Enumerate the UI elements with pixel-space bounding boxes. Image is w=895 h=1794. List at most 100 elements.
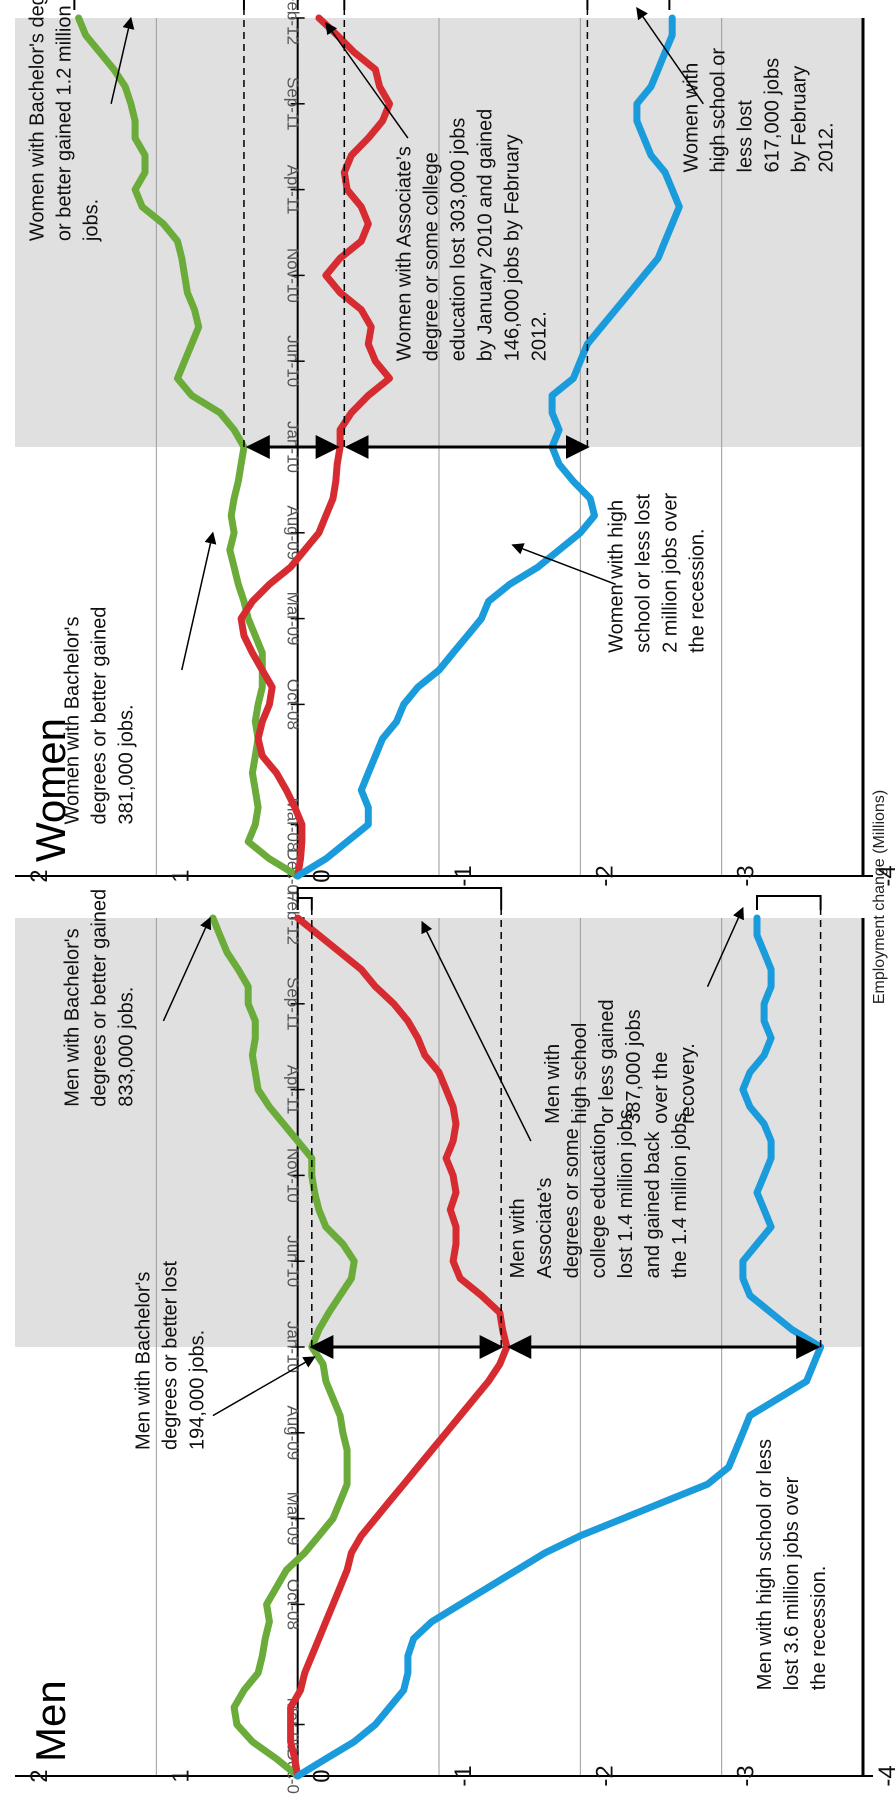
women-highschool-loss-note-line: the recession. <box>687 528 709 653</box>
men-xtick-label: Jan-10 <box>284 1321 303 1373</box>
women-bachelors-early-arrow <box>181 531 217 671</box>
y-axis-title: Employment change (Millions) <box>871 790 888 1004</box>
women-bachelors-early-note: Women with Bachelor's degrees or better g… <box>62 607 138 825</box>
men-highschool-gain-note-line: 387,000 jobs <box>623 1009 645 1124</box>
women-highschool-loss-note-line: Women with high <box>606 500 628 653</box>
men-bachelors-loss-note-line: 194,000 jobs. <box>186 1330 208 1450</box>
men-panel-title: Men <box>27 1680 74 1762</box>
women-highschool-recovery-note-line: Women with <box>681 63 703 173</box>
women-bachelors-late-note-line: jobs. <box>80 199 102 242</box>
women-associates-arrow <box>325 22 409 139</box>
men-highschool-loss-note: Men with high school or less lost 3.6 mil… <box>754 1439 830 1690</box>
men-ytick-label: -1 <box>450 1765 477 1786</box>
women-associates-line <box>237 14 393 880</box>
men-highschool-gain-note: Men with high school or less gained 387,000… <box>542 999 699 1124</box>
women-highschool-recovery-note: Women with high school or less lost 617,000… <box>681 48 838 173</box>
women-xtick-label: Apr-11 <box>284 165 303 215</box>
men-xtick-label: Oct-08 <box>284 1579 303 1630</box>
men-ytick-label: 1 <box>167 1769 194 1782</box>
men-ytick-label: -3 <box>733 1765 760 1786</box>
women-bachelors-early-note-line: Women with Bachelor's <box>62 617 84 825</box>
men-xtick-label: Nov-10 <box>284 1148 303 1203</box>
men-highschool-gain-arrow <box>706 906 744 987</box>
men-associates-line <box>287 914 511 1780</box>
men-associates-note-line: and gained back <box>642 1131 664 1279</box>
women-bachelors-early-note-line: 381,000 jobs. <box>116 704 138 824</box>
women-ytick-label: -1 <box>450 865 477 886</box>
men-bachelors-gain-note: Men with Bachelor's degrees or better gai… <box>62 889 138 1107</box>
men-associates-note-line: Associate’s <box>534 1178 556 1279</box>
men-highschool-gain-note-line: high school <box>569 1023 591 1124</box>
women-associates-note-line: 2012. <box>529 311 551 361</box>
women-highschool-bracket <box>586 0 671 10</box>
men-associates-note-line: college education <box>588 1123 610 1279</box>
women-highschool-recovery-note-line: 2012. <box>816 122 838 172</box>
women-bachelors-late-note-line: Women with Bachelor's degrees <box>26 0 48 241</box>
men-xtick-label: Apr-11 <box>284 1065 303 1115</box>
men-highschool-gain-note-line: or less gained <box>596 999 618 1124</box>
women-xtick-label: Mar-09 <box>284 592 303 646</box>
women-ytick-label: 1 <box>167 869 194 882</box>
men-associates-arrow <box>421 920 532 1142</box>
women-associates-note-line: degree or some college <box>421 152 443 361</box>
women-xtick-label: Jun-10 <box>284 335 303 387</box>
women-ytick-label: -4 <box>874 865 895 886</box>
men-ytick-label: 2 <box>26 1769 53 1782</box>
men-associates-note-line: Men with <box>507 1198 529 1278</box>
women-xtick-label: Nov-10 <box>284 248 303 303</box>
men-ytick-label: -4 <box>874 1765 895 1786</box>
men-associates-bracket <box>296 887 503 910</box>
women-highschool-recovery-arrow <box>636 7 704 105</box>
men-bachelors-loss-note: Men with Bachelor's degrees or better los… <box>132 1261 208 1450</box>
men-highschool-gain-note-line: Men with <box>542 1044 564 1124</box>
women-xtick-label: Aug-09 <box>284 505 303 560</box>
men-bachelors-gain-note-line: 833,000 jobs. <box>116 987 138 1107</box>
men-associates-note: Men with Associate’s degrees or some colleg… <box>507 1107 691 1278</box>
men-associates-note-line: lost 1.4 million jobs <box>615 1109 637 1278</box>
women-associates-bracket <box>296 0 346 10</box>
women-bachelors-late-note-line: or better gained 1.2 million <box>53 5 75 241</box>
men-highschool-loss-note-line: lost 3.6 million jobs over <box>781 1476 803 1690</box>
men-highschool-bracket <box>756 895 822 910</box>
women-ytick-label: -2 <box>591 865 618 886</box>
men-xtick-label: Aug-09 <box>284 1405 303 1460</box>
women-xtick-label: Feb-12 <box>284 0 303 45</box>
men-bachelors-gain-note-line: Men with Bachelor's <box>62 928 84 1106</box>
women-highschool-loss-arrow <box>511 543 616 585</box>
men-highschool-gain-note-line: over the <box>650 1052 672 1124</box>
women-bachelors-early-note-line: degrees or better gained <box>89 607 111 825</box>
women-ytick-label: 2 <box>26 869 53 882</box>
men-bachelors-gain-arrow <box>162 916 212 1022</box>
women-bachelors-late-arrow <box>110 16 135 104</box>
men-xtick-label: Mar-09 <box>284 1492 303 1546</box>
women-associates-note-line: by January 2010 and gained <box>475 109 497 361</box>
men-ytick-label: -2 <box>591 1765 618 1786</box>
men-bachelors-gain-note-line: degrees or better gained <box>89 889 111 1107</box>
women-panel: 2 1 0 -1 -2 -3 -4Dec-07Mar-08Oct-08Mar-09Aug-0… <box>15 0 895 903</box>
women-bachelors-late-note: Women with Bachelor's degrees or better g… <box>26 0 102 242</box>
men-highschool-gain-note-line: recovery. <box>677 1043 699 1124</box>
men-xtick-label: Jun-10 <box>284 1235 303 1287</box>
women-highschool-loss-note-line: 2 million jobs over <box>660 493 682 653</box>
women-ytick-label: 0 <box>309 869 336 882</box>
women-associates-note-line: Women with Associate’s <box>394 146 416 361</box>
men-associates-note-line: the 1.4 million jobs. <box>669 1107 691 1278</box>
women-associates-note-line: 146,000 jobs by February <box>502 134 524 361</box>
women-bachelors-bracket <box>73 0 245 10</box>
men-bachelors-loss-note-line: degrees or better lost <box>159 1261 181 1450</box>
women-highschool-recovery-note-line: by February <box>789 66 811 173</box>
women-highschool-loss-note: Women with high school or less lost 2 mill… <box>606 493 709 653</box>
men-bachelors-loss-note-line: Men with Bachelor's <box>132 1272 154 1450</box>
women-associates-note: Women with Associate’s degree or some col… <box>394 109 551 361</box>
women-highschool-loss-note-line: school or less lost <box>633 494 655 653</box>
men-highschool-loss-note-line: the recession. <box>808 1566 830 1691</box>
men-bachelors-loss-arrow <box>212 1356 316 1417</box>
women-associates-note-line: education lost 303,000 jobs <box>448 118 470 362</box>
women-highschool-recovery-note-line: 617,000 jobs <box>762 58 784 173</box>
men-highschool-loss-note-line: Men with high school or less <box>754 1439 776 1690</box>
men-associates-note-line: degrees or some <box>561 1128 583 1278</box>
women-highschool-recovery-note-line: high school or <box>708 48 730 173</box>
women-highschool-recovery-note-line: less lost <box>735 100 757 173</box>
